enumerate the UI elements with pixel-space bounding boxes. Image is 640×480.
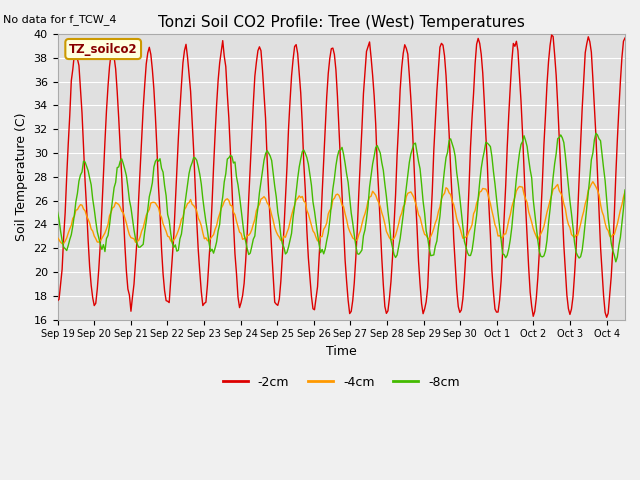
Text: No data for f_TCW_4: No data for f_TCW_4	[3, 14, 116, 25]
Text: TZ_soilco2: TZ_soilco2	[69, 43, 138, 56]
Y-axis label: Soil Temperature (C): Soil Temperature (C)	[15, 113, 28, 241]
Title: Tonzi Soil CO2 Profile: Tree (West) Temperatures: Tonzi Soil CO2 Profile: Tree (West) Temp…	[158, 15, 525, 30]
Legend: -2cm, -4cm, -8cm: -2cm, -4cm, -8cm	[218, 371, 465, 394]
X-axis label: Time: Time	[326, 345, 356, 358]
